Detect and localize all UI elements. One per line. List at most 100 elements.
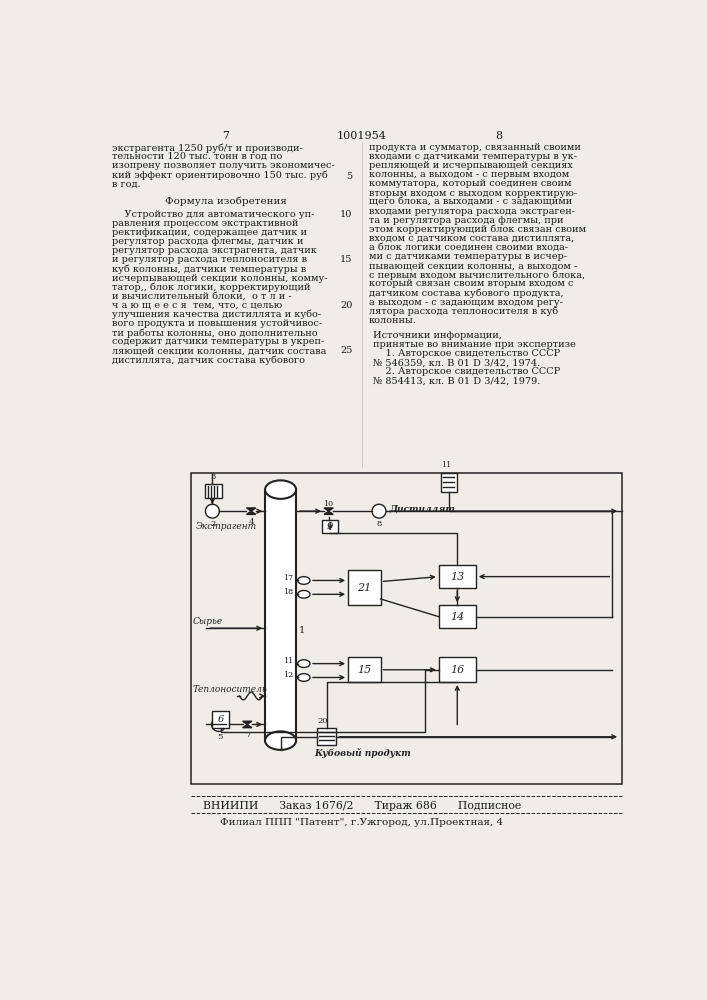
Text: входами с датчиками температуры в ук-: входами с датчиками температуры в ук- (369, 152, 577, 161)
Text: Устройство для автоматического уп-: Устройство для автоматического уп- (112, 210, 314, 219)
Text: № 854413, кл. В 01 D 3/42, 1979.: № 854413, кл. В 01 D 3/42, 1979. (373, 376, 540, 385)
Text: 6: 6 (218, 715, 224, 724)
Bar (438, 657, 476, 682)
Text: 14: 14 (450, 612, 464, 622)
Text: входом с датчиком состава дистиллята,: входом с датчиком состава дистиллята, (369, 234, 574, 243)
Text: 5: 5 (346, 172, 352, 181)
Text: этом корректирующий блок связан своим: этом корректирующий блок связан своим (369, 225, 586, 234)
Text: 7: 7 (246, 731, 251, 739)
Text: Источники информации,: Источники информации, (373, 331, 502, 340)
Text: № 546359, кл. В 01 D 3/42, 1974.: № 546359, кл. В 01 D 3/42, 1974. (373, 358, 540, 367)
Text: 10: 10 (323, 500, 333, 508)
Bar (317, 728, 337, 745)
Bar (212, 711, 230, 728)
Text: ляющей секции колонны, датчик состава: ляющей секции колонны, датчик состава (112, 346, 326, 355)
Text: Филиал ППП "Патент", г.Ужгород, ул.Проектная, 4: Филиал ППП "Патент", г.Ужгород, ул.Проек… (221, 818, 503, 827)
Bar (265, 490, 296, 741)
Text: и регулятор расхода теплоносителя в: и регулятор расхода теплоносителя в (112, 255, 307, 264)
Text: татор,, блок логики, корректирующий: татор,, блок логики, корректирующий (112, 283, 310, 292)
Polygon shape (247, 508, 256, 511)
Bar (438, 605, 476, 628)
Text: колонны, а выходом - с первым входом: колонны, а выходом - с первым входом (369, 170, 569, 179)
Bar (191, 473, 621, 784)
Text: дистиллята, датчик состава кубового: дистиллята, датчик состава кубового (112, 355, 305, 365)
Bar (204, 484, 222, 498)
Text: 8: 8 (496, 131, 503, 141)
Polygon shape (247, 511, 256, 514)
Text: 25: 25 (340, 346, 353, 355)
Text: 4: 4 (248, 518, 254, 526)
Text: Теплоноситель: Теплоноситель (192, 685, 267, 694)
Text: продукта и сумматор, связанный своими: продукта и сумматор, связанный своими (369, 143, 580, 152)
Text: датчиком состава кубового продукта,: датчиком состава кубового продукта, (369, 288, 563, 298)
Text: кий эффект ориентировочно 150 тыс. руб: кий эффект ориентировочно 150 тыс. руб (112, 170, 327, 180)
Text: 1. Авторское свидетельство СССР: 1. Авторское свидетельство СССР (373, 349, 560, 358)
Ellipse shape (298, 577, 310, 584)
Bar (438, 565, 476, 588)
Bar (322, 520, 338, 533)
Text: 11: 11 (283, 657, 293, 665)
Text: Формула изобретения: Формула изобретения (165, 196, 286, 206)
Text: ректификации, содержащее датчик и: ректификации, содержащее датчик и (112, 228, 307, 237)
Text: ВНИИПИ      Заказ 1676/2      Тираж 686      Подписное: ВНИИПИ Заказ 1676/2 Тираж 686 Подписное (203, 801, 521, 811)
Text: с первым входом вычислительного блока,: с первым входом вычислительного блока, (369, 270, 585, 280)
Text: а выходом - с задающим входом регу-: а выходом - с задающим входом регу- (369, 298, 563, 307)
Text: 3: 3 (211, 473, 216, 481)
Text: экстрагента 1250 руб/т и производи-: экстрагента 1250 руб/т и производи- (112, 143, 303, 153)
Text: 2. Авторское свидетельство СССР: 2. Авторское свидетельство СССР (373, 367, 560, 376)
Text: принятые во внимание при экспертизе: принятые во внимание при экспертизе (373, 340, 575, 349)
Text: 9: 9 (327, 522, 333, 531)
Text: коммутатора, который соединен своим: коммутатора, который соединен своим (369, 179, 571, 188)
Text: входами регулятора расхода экстраген-: входами регулятора расхода экстраген- (369, 207, 575, 216)
Circle shape (206, 504, 219, 518)
Text: 20: 20 (340, 301, 353, 310)
Text: регулятор расхода экстрагента, датчик: регулятор расхода экстрагента, датчик (112, 246, 317, 255)
Text: Кубовый продукт: Кубовый продукт (315, 748, 411, 758)
Text: 12: 12 (283, 671, 293, 679)
Text: 10: 10 (340, 210, 353, 219)
Text: 16: 16 (450, 665, 464, 675)
Text: 11: 11 (441, 461, 451, 469)
Text: Дистиллят: Дистиллят (390, 504, 456, 513)
Bar (441, 473, 457, 492)
Polygon shape (243, 724, 252, 728)
Text: куб колонны, датчики температуры в: куб колонны, датчики температуры в (112, 264, 305, 274)
Text: 1001954: 1001954 (337, 131, 387, 141)
Text: 18: 18 (283, 588, 293, 596)
Circle shape (372, 504, 386, 518)
Ellipse shape (265, 731, 296, 750)
Text: колонны.: колонны. (369, 316, 417, 325)
Text: тельности 120 тыс. тонн в год по: тельности 120 тыс. тонн в год по (112, 152, 282, 161)
Text: щего блока, а выходами - с задающими: щего блока, а выходами - с задающими (369, 198, 572, 207)
Bar (348, 570, 380, 605)
Text: 20: 20 (317, 717, 328, 725)
Text: репляющей и исчерпывающей секциях: репляющей и исчерпывающей секциях (369, 161, 573, 170)
Text: который связан своим вторым входом с: который связан своим вторым входом с (369, 279, 573, 288)
Text: а блок логики соединен своими входа-: а блок логики соединен своими входа- (369, 243, 568, 252)
Text: ти работы колонны, оно дополнительно: ти работы колонны, оно дополнительно (112, 328, 317, 338)
Ellipse shape (265, 480, 296, 499)
Text: 15: 15 (340, 255, 353, 264)
Text: в год.: в год. (112, 179, 140, 188)
Text: 7: 7 (222, 131, 229, 141)
Text: и вычислительный блоки,  о т л и -: и вычислительный блоки, о т л и - (112, 292, 291, 301)
Text: вого продукта и повышения устойчивос-: вого продукта и повышения устойчивос- (112, 319, 322, 328)
Ellipse shape (298, 674, 310, 681)
Polygon shape (243, 721, 252, 724)
Text: Экстрагент: Экстрагент (195, 522, 257, 531)
Polygon shape (324, 508, 333, 511)
Text: ч а ю щ е е с я  тем, что, с целью: ч а ю щ е е с я тем, что, с целью (112, 301, 282, 310)
Text: 1: 1 (298, 626, 305, 635)
Bar (348, 657, 380, 682)
Text: содержит датчики температуры в укреп-: содержит датчики температуры в укреп- (112, 337, 324, 346)
Text: Сырье: Сырье (192, 617, 223, 626)
Text: 8: 8 (377, 520, 382, 528)
Text: лятора расхода теплоносителя в куб: лятора расхода теплоносителя в куб (369, 307, 558, 316)
Text: пывающей секции колонны, а выходом -: пывающей секции колонны, а выходом - (369, 261, 577, 270)
Text: 21: 21 (357, 583, 371, 593)
Ellipse shape (298, 660, 310, 667)
Text: изопрену позволяет получить экономичес-: изопрену позволяет получить экономичес- (112, 161, 334, 170)
Text: вторым входом с выходом корректирую-: вторым входом с выходом корректирую- (369, 189, 577, 198)
Text: 2: 2 (210, 520, 216, 528)
Circle shape (211, 718, 226, 731)
